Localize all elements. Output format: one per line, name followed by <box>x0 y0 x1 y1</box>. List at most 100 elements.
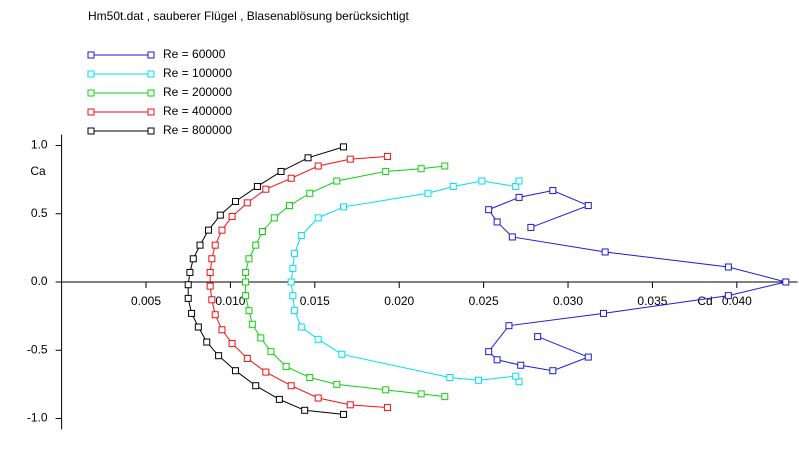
marker <box>417 165 425 173</box>
series-line <box>245 165 445 398</box>
marker <box>243 199 251 207</box>
marker <box>441 162 449 170</box>
marker <box>475 376 483 384</box>
marker <box>258 228 266 236</box>
marker <box>291 249 299 257</box>
marker <box>338 350 346 358</box>
marker <box>493 356 501 364</box>
marker <box>301 406 309 414</box>
marker <box>242 292 250 300</box>
marker <box>446 374 454 382</box>
marker <box>262 368 270 376</box>
marker <box>228 212 236 220</box>
marker <box>304 154 312 162</box>
marker <box>206 282 214 290</box>
marker <box>252 241 260 249</box>
marker <box>231 197 239 205</box>
marker <box>188 309 196 317</box>
marker <box>231 367 239 375</box>
marker <box>515 193 523 201</box>
legend-marker <box>147 108 155 116</box>
marker <box>782 278 790 286</box>
legend-label: Re = 400000 <box>163 104 232 118</box>
legend-marker <box>147 127 155 135</box>
marker <box>441 393 449 401</box>
marker <box>505 322 513 330</box>
y-tick-label: -1.0 <box>27 411 48 425</box>
x-tick-label: 0.010 <box>215 294 245 308</box>
marker <box>206 268 214 276</box>
marker <box>186 268 194 276</box>
marker <box>291 307 299 315</box>
legend-label: Re = 100000 <box>163 66 232 80</box>
marker <box>534 333 542 341</box>
marker <box>340 203 348 211</box>
marker <box>417 390 425 398</box>
marker <box>216 211 224 219</box>
marker <box>208 296 216 304</box>
marker <box>333 177 341 185</box>
marker <box>527 223 535 231</box>
marker <box>289 264 297 272</box>
marker <box>287 174 295 182</box>
marker <box>549 187 557 195</box>
marker <box>382 167 390 175</box>
marker <box>277 167 285 175</box>
x-tick-label: 0.025 <box>469 294 499 308</box>
legend-marker <box>147 70 155 78</box>
marker <box>218 226 226 234</box>
marker <box>449 182 457 190</box>
marker <box>517 361 525 369</box>
marker <box>204 226 212 234</box>
marker <box>306 374 314 382</box>
marker <box>184 294 192 302</box>
y-tick-label: 0.0 <box>31 274 48 288</box>
x-tick-label: 0.005 <box>131 294 161 308</box>
marker <box>515 177 523 185</box>
chart-title: Hm50t.dat , sauberer Flügel , Blasenablö… <box>88 9 410 23</box>
marker <box>314 335 322 343</box>
marker <box>549 367 557 375</box>
marker <box>211 311 219 319</box>
marker <box>245 255 253 263</box>
marker <box>211 241 219 249</box>
marker <box>275 395 283 403</box>
marker <box>314 162 322 170</box>
marker <box>485 206 493 214</box>
marker <box>306 189 314 197</box>
marker <box>346 401 354 409</box>
marker <box>340 143 348 151</box>
y-tick-label: 0.5 <box>31 206 48 220</box>
marker <box>333 380 341 388</box>
marker <box>242 278 250 286</box>
y-tick-label: 1.0 <box>31 138 48 152</box>
legend-label: Re = 800000 <box>163 123 232 137</box>
marker <box>289 292 297 300</box>
marker <box>252 382 260 390</box>
marker <box>424 189 432 197</box>
y-tick-label: -0.5 <box>27 342 48 356</box>
marker <box>287 278 295 286</box>
marker <box>724 292 732 300</box>
x-tick-label: 0.015 <box>300 294 330 308</box>
marker <box>512 372 520 380</box>
marker <box>724 263 732 271</box>
legend-marker <box>87 108 95 116</box>
marker <box>382 386 390 394</box>
marker <box>270 214 278 222</box>
legend-label: Re = 200000 <box>163 85 232 99</box>
legend-marker <box>87 127 95 135</box>
marker <box>493 218 501 226</box>
marker <box>196 241 204 249</box>
marker <box>346 155 354 163</box>
marker <box>340 410 348 418</box>
marker <box>584 353 592 361</box>
marker <box>184 281 192 289</box>
marker <box>584 202 592 210</box>
x-tick-label: 0.020 <box>384 294 414 308</box>
marker <box>508 233 516 241</box>
marker <box>203 338 211 346</box>
marker <box>245 307 253 315</box>
legend-marker <box>147 89 155 97</box>
